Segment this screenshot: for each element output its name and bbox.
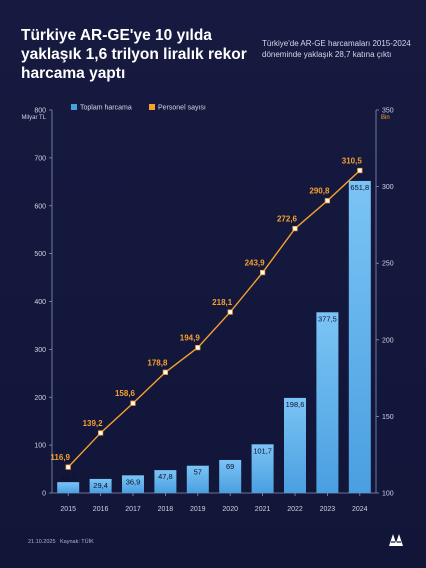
legend-swatch-bar: [71, 104, 77, 110]
page-subtitle: Türkiye'de AR-GE harcamaları 2015-2024 d…: [262, 39, 411, 59]
legend-label-bar: Toplam harcama: [80, 105, 132, 112]
line-point: [195, 345, 201, 351]
bar: [122, 475, 144, 493]
right-tick-label: 150: [382, 414, 394, 421]
bar-value-label: 651,8: [350, 183, 369, 192]
line-point: [162, 369, 168, 375]
line-value-label: 139,2: [83, 419, 104, 428]
x-tick-label: 2019: [190, 506, 206, 513]
right-tick-label: 100: [382, 491, 394, 498]
left-tick-label: 400: [34, 299, 46, 306]
source-note: Kaynak: TÜİK: [60, 539, 94, 545]
left-tick-label: 300: [34, 347, 46, 354]
right-tick-label: 250: [382, 261, 394, 268]
bar: [57, 482, 80, 493]
publish-date: 21.10.2025: [28, 539, 56, 545]
line-point: [65, 464, 71, 470]
line-point: [357, 167, 363, 174]
right-axis-unit: Bin: [381, 115, 390, 121]
bar: [284, 397, 306, 493]
bar-value-label: 69: [226, 462, 234, 471]
line-point: [98, 430, 104, 436]
bar-value-label: 198,6: [286, 400, 305, 409]
bar: [316, 312, 339, 493]
line-value-label: 310,5: [342, 157, 363, 166]
bar-value-label: 36,9: [126, 477, 141, 486]
bar: [186, 465, 209, 493]
aa-logo-icon: [389, 534, 403, 546]
line-point: [259, 269, 266, 276]
bar: [89, 478, 112, 493]
x-tick-label: 2016: [93, 506, 109, 513]
right-tick-label: 350: [382, 108, 394, 115]
bar-value-label: 101,7: [253, 446, 272, 455]
line-value-label: 178,8: [147, 358, 168, 367]
bar-value-label: 377,5: [318, 314, 337, 323]
x-tick-label: 2022: [287, 506, 303, 513]
left-tick-label: 700: [34, 155, 46, 162]
bar-value-label: 29,4: [93, 481, 108, 490]
right-tick-label: 200: [382, 337, 394, 344]
bar-value-label: 22,7: [61, 473, 76, 482]
line-value-label: 194,9: [180, 334, 201, 343]
left-tick-label: 100: [34, 443, 46, 450]
line-point: [324, 198, 331, 204]
x-tick-label: 2018: [158, 506, 174, 513]
left-tick-label: 0: [42, 491, 46, 498]
right-tick-label: 300: [382, 184, 394, 191]
x-tick-label: 2020: [222, 506, 238, 513]
left-tick-label: 800: [34, 108, 46, 115]
bar: [348, 180, 371, 493]
legend-label-line: Personel sayısı: [158, 105, 206, 112]
left-axis-unit: Milyar TL: [21, 115, 46, 121]
bar-value-label: 47,8: [158, 472, 173, 481]
x-tick-label: 2021: [255, 506, 271, 513]
bar: [251, 444, 274, 493]
x-tick-label: 2023: [320, 506, 336, 513]
line-value-label: 218,1: [212, 298, 233, 307]
line-point: [130, 400, 136, 406]
line-point: [227, 309, 233, 315]
line-value-label: 272,6: [277, 215, 298, 224]
page-title: Türkiye AR-GE'ye 10 yılda yaklaşık 1,6 t…: [21, 27, 247, 82]
bar-value-label: 57: [194, 468, 202, 477]
line-value-label: 290,8: [309, 187, 330, 196]
line-series-personel: [67, 170, 361, 468]
x-tick-label: 2015: [60, 506, 76, 513]
x-tick-label: 2017: [125, 506, 141, 513]
legend-swatch-line: [149, 104, 155, 110]
line-value-label: 158,6: [115, 389, 136, 398]
bar: [219, 459, 242, 493]
line-value-label: 243,9: [245, 259, 266, 268]
line-value-label: 116,9: [50, 453, 70, 462]
left-tick-label: 200: [34, 395, 46, 402]
x-tick-label: 2024: [352, 506, 368, 513]
left-tick-label: 600: [34, 203, 46, 210]
line-point: [292, 225, 298, 232]
bar: [154, 470, 177, 493]
left-tick-label: 500: [34, 251, 46, 258]
